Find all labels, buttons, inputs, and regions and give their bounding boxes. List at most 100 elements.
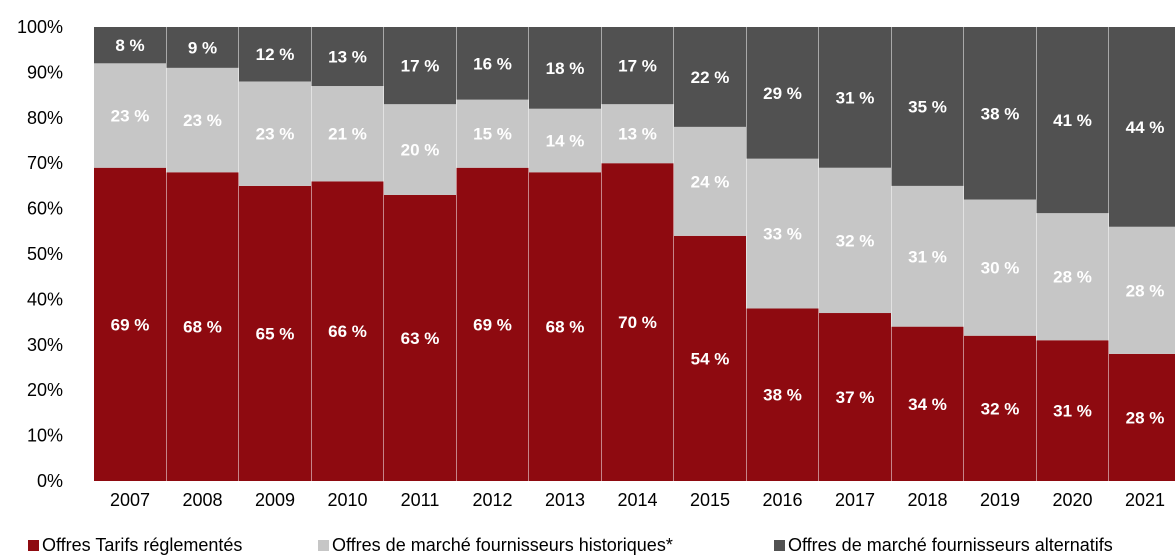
data-label: 23 % xyxy=(256,125,295,144)
legend-label-tarifs: Offres Tarifs réglementés xyxy=(42,535,243,555)
bar-segment xyxy=(384,27,456,105)
data-label: 70 % xyxy=(618,313,657,332)
bar-segment xyxy=(529,27,601,109)
data-label: 20 % xyxy=(401,141,440,160)
data-label: 12 % xyxy=(256,45,295,64)
x-tick-label: 2014 xyxy=(617,490,657,510)
bar-segment xyxy=(311,27,384,87)
x-tick-label: 2008 xyxy=(182,490,222,510)
bar-segment xyxy=(1036,27,1109,214)
bar-segment xyxy=(94,27,166,64)
bar-segment xyxy=(311,86,384,182)
x-tick-label: 2010 xyxy=(327,490,367,510)
data-label: 9 % xyxy=(188,38,217,57)
bar-segment xyxy=(819,313,891,481)
bar-segment xyxy=(529,172,601,481)
data-label: 30 % xyxy=(981,259,1020,278)
y-tick-label: 20% xyxy=(27,380,63,400)
data-label: 44 % xyxy=(1126,118,1165,137)
y-tick-label: 0% xyxy=(37,471,63,491)
bar-segment xyxy=(601,27,674,105)
legend-swatch-historiques xyxy=(318,540,329,551)
bar-segments xyxy=(94,27,1175,482)
bar-segment xyxy=(239,27,311,82)
data-label: 66 % xyxy=(328,322,367,341)
data-label: 28 % xyxy=(1053,268,1092,287)
legend-label-alternatifs: Offres de marché fournisseurs alternatif… xyxy=(788,535,1113,555)
legend-swatch-tarifs xyxy=(28,540,39,551)
data-label: 13 % xyxy=(618,125,657,144)
x-tick-label: 2021 xyxy=(1125,490,1165,510)
legend-label-historiques: Offres de marché fournisseurs historique… xyxy=(332,535,673,555)
bar-segment xyxy=(166,67,239,173)
data-label: 28 % xyxy=(1126,408,1165,427)
data-label: 15 % xyxy=(473,125,512,144)
data-label: 23 % xyxy=(111,107,150,126)
y-tick-label: 70% xyxy=(27,153,63,173)
bar-segment xyxy=(166,172,239,481)
data-label: 32 % xyxy=(836,231,875,250)
legend-swatch-alternatifs xyxy=(774,540,785,551)
bar-segment xyxy=(964,27,1036,200)
legend-item-tarifs: Offres Tarifs réglementés xyxy=(28,534,242,557)
bar-segment xyxy=(166,27,239,68)
x-tick-label: 2019 xyxy=(980,490,1020,510)
data-label: 63 % xyxy=(401,329,440,348)
bar-segment xyxy=(819,27,891,168)
data-label: 37 % xyxy=(836,388,875,407)
bar-segment xyxy=(384,104,456,195)
bar-segment xyxy=(891,185,964,327)
legend-item-alternatifs: Offres de marché fournisseurs alternatif… xyxy=(774,534,1113,557)
bar-segment xyxy=(311,181,384,482)
bar-segment xyxy=(601,163,674,481)
bar-segment xyxy=(239,81,311,186)
bar-segment xyxy=(746,158,819,309)
bar-segment xyxy=(891,27,964,186)
bar-segment xyxy=(239,185,311,481)
data-label: 17 % xyxy=(618,57,657,76)
data-label: 69 % xyxy=(111,315,150,334)
bar-segment xyxy=(456,27,529,100)
bar-segment xyxy=(1036,213,1109,341)
bar-segment xyxy=(384,194,456,482)
data-label: 8 % xyxy=(115,36,144,55)
data-label: 28 % xyxy=(1126,281,1165,300)
y-tick-label: 100% xyxy=(17,17,63,37)
bar-segment xyxy=(94,63,166,168)
y-axis-ticks: 0% 10% 20% 30% 40% 50% 60% 70% 80% 90% 100% xyxy=(17,17,63,491)
bar-segment xyxy=(674,27,746,127)
data-label: 38 % xyxy=(981,104,1020,123)
y-tick-label: 50% xyxy=(27,244,63,264)
x-tick-label: 2009 xyxy=(255,490,295,510)
y-tick-label: 90% xyxy=(27,62,63,82)
y-tick-label: 30% xyxy=(27,335,63,355)
y-tick-label: 10% xyxy=(27,426,63,446)
bar-segment xyxy=(819,167,891,314)
data-label: 65 % xyxy=(256,324,295,343)
bar-segment xyxy=(891,326,964,481)
x-tick-label: 2012 xyxy=(472,490,512,510)
x-axis-ticks: 2007 2008 2009 2010 2011 2012 2013 2014 2015 2016… xyxy=(110,490,1165,510)
data-labels: 69 % 23 % 8 % 68 % 23 % 9 % 65 % 23 % 12 % 66 % 21… xyxy=(111,36,1165,427)
data-label: 33 % xyxy=(763,225,802,244)
legend: Offres Tarifs réglementés Offres de marc… xyxy=(0,534,1175,557)
data-label: 69 % xyxy=(473,315,512,334)
y-tick-label: 80% xyxy=(27,108,63,128)
bar-segment xyxy=(1109,226,1175,354)
legend-item-historiques: Offres de marché fournisseurs historique… xyxy=(318,534,673,557)
bar-segment xyxy=(1109,353,1175,481)
bar-segment xyxy=(456,167,529,482)
data-label: 38 % xyxy=(763,386,802,405)
bar-segment xyxy=(964,199,1036,336)
data-label: 32 % xyxy=(981,399,1020,418)
x-tick-label: 2013 xyxy=(545,490,585,510)
x-tick-label: 2016 xyxy=(762,490,802,510)
data-label: 68 % xyxy=(546,318,585,337)
x-tick-label: 2007 xyxy=(110,490,150,510)
bar-segment xyxy=(456,99,529,168)
data-label: 35 % xyxy=(908,97,947,116)
bar-segment xyxy=(601,104,674,164)
x-tick-label: 2020 xyxy=(1052,490,1092,510)
bar-segment xyxy=(94,167,166,482)
data-label: 17 % xyxy=(401,57,440,76)
